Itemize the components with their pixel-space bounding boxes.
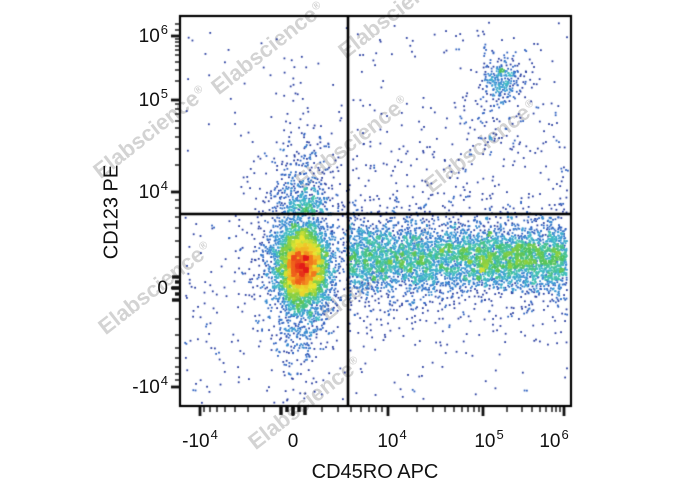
y-tick-label: 0	[157, 278, 168, 299]
x-tick-label: -104	[182, 427, 218, 452]
y-tick-label: 104	[138, 178, 168, 203]
x-tick-label: 106	[539, 427, 569, 452]
y-tick-label: 106	[138, 22, 168, 47]
x-axis-title: CD45RO APC	[311, 461, 439, 483]
y-tick-label: -104	[132, 373, 168, 398]
y-axis-title: CD123 PE	[100, 164, 123, 260]
x-tick-label: 0	[287, 431, 299, 452]
x-tick-label: 104	[377, 427, 407, 452]
y-tick-label: 105	[138, 86, 168, 111]
x-tick-label: 105	[474, 427, 504, 452]
